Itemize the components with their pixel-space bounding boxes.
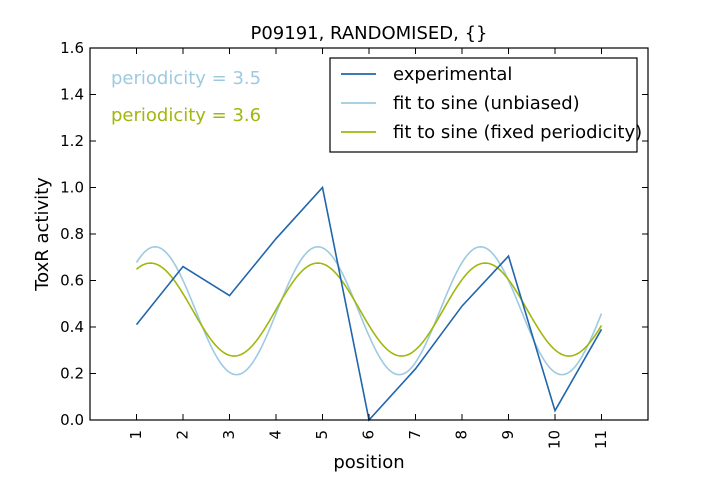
x-tick-label: 10	[546, 430, 564, 449]
periodicity-annotation-fixed: periodicity = 3.6	[111, 105, 261, 126]
axis-ticks: 0.0 0.2 0.4 0.6 0.8 1.0 1.2 1.4 1.6 1 2 3 4 5 6 7 8 9 10 11	[60, 39, 648, 449]
y-tick-label: 1.0	[60, 179, 84, 197]
legend-label-fit-fixed: fit to sine (fixed periodicity)	[393, 122, 642, 143]
x-tick-label: 2	[174, 430, 192, 440]
x-axis-title: position	[333, 452, 404, 473]
x-tick-label: 4	[267, 430, 285, 440]
x-tick-label: 11	[592, 430, 610, 449]
x-tick-label: 5	[313, 430, 331, 440]
y-tick-label: 1.2	[60, 132, 84, 150]
series-line-fit-to-sine-unbiased	[135, 245, 603, 376]
x-tick-label: 8	[453, 430, 471, 440]
y-tick-label: 0.4	[60, 318, 84, 336]
legend-box	[329, 57, 638, 153]
legend-label-experimental: experimental	[393, 64, 512, 85]
chart-title: P09191, RANDOMISED, {}	[251, 23, 488, 44]
x-tick-label: 3	[220, 430, 238, 440]
y-tick-label: 0.6	[60, 272, 84, 290]
periodicity-annotation-unbiased: periodicity = 3.5	[111, 68, 261, 89]
y-tick-label: 0.0	[60, 411, 84, 429]
y-tick-label: 0.8	[60, 225, 84, 243]
y-axis-title: ToxR activity	[32, 177, 53, 292]
plot-frame	[89, 47, 649, 421]
legend-label-fit-unbiased: fit to sine (unbiased)	[393, 93, 580, 114]
x-tick-label: 6	[360, 430, 378, 440]
y-tick-label: 1.6	[60, 39, 84, 57]
x-tick-label: 7	[406, 430, 424, 440]
x-tick-label: 1	[127, 430, 145, 440]
legend: experimental fit to sine (unbiased) fit …	[329, 57, 642, 153]
series-line-fit-to-sine-fixed-periodicity	[135, 262, 603, 357]
x-tick-label: 9	[499, 430, 517, 440]
y-tick-label: 0.2	[60, 365, 84, 383]
y-tick-label: 1.4	[60, 86, 84, 104]
